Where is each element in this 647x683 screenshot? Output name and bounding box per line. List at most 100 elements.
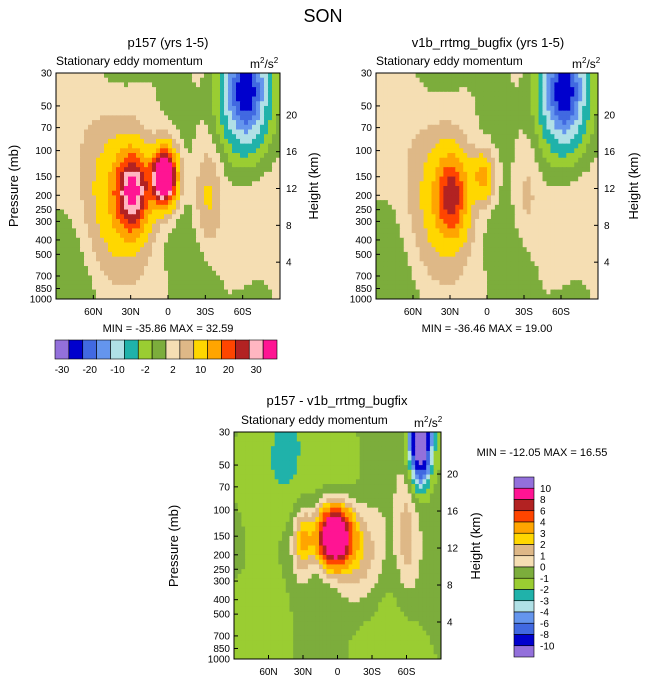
field-cell bbox=[56, 77, 61, 84]
field-cell bbox=[479, 233, 484, 239]
field-cell bbox=[570, 73, 575, 79]
field-cell bbox=[574, 256, 579, 262]
field-cell bbox=[494, 87, 500, 93]
field-cell bbox=[72, 110, 77, 116]
field-cell bbox=[184, 280, 189, 286]
field-cell bbox=[76, 87, 81, 93]
field-cell bbox=[180, 186, 185, 192]
field-cell bbox=[68, 256, 73, 262]
field-cell bbox=[518, 167, 524, 173]
field-cell bbox=[212, 233, 217, 239]
field-cell bbox=[128, 218, 133, 225]
field-cell bbox=[423, 242, 429, 248]
field-cell bbox=[196, 101, 201, 107]
field-cell bbox=[562, 87, 567, 93]
field-cell bbox=[494, 228, 500, 234]
field-cell bbox=[407, 181, 413, 187]
field-cell bbox=[196, 223, 201, 229]
field-cell bbox=[64, 270, 69, 277]
field-cell bbox=[395, 247, 401, 253]
field-cell bbox=[582, 209, 587, 215]
field-cell bbox=[216, 129, 221, 135]
field-cell bbox=[558, 115, 563, 121]
field-cell bbox=[498, 77, 504, 84]
field-cell bbox=[570, 171, 575, 178]
field-cell bbox=[594, 247, 598, 253]
field-cell bbox=[212, 289, 217, 295]
field-cell bbox=[439, 134, 444, 140]
field-cell bbox=[204, 157, 209, 164]
field-cell bbox=[395, 181, 401, 187]
field-cell bbox=[558, 195, 563, 201]
field-cell bbox=[447, 167, 452, 173]
field-cell bbox=[196, 96, 201, 102]
field-cell bbox=[220, 87, 225, 93]
field-cell bbox=[240, 214, 245, 220]
field-cell bbox=[68, 214, 73, 220]
field-cell bbox=[244, 134, 249, 140]
field-cell bbox=[395, 223, 401, 229]
field-cell bbox=[471, 120, 476, 126]
field-cell bbox=[88, 82, 93, 88]
field-cell bbox=[471, 181, 476, 187]
field-cell bbox=[232, 280, 237, 286]
field-cell bbox=[160, 171, 165, 178]
field-cell bbox=[80, 247, 85, 253]
field-cell bbox=[184, 242, 189, 248]
field-cell bbox=[168, 87, 173, 93]
field-cell bbox=[216, 218, 221, 225]
field-cell bbox=[451, 204, 456, 211]
field-cell bbox=[570, 181, 575, 187]
field-cell bbox=[260, 233, 265, 239]
field-cell bbox=[554, 73, 559, 79]
field-cell bbox=[192, 204, 197, 211]
field-cell bbox=[395, 115, 401, 121]
field-cell bbox=[216, 96, 221, 102]
field-cell bbox=[136, 218, 141, 225]
field-cell bbox=[431, 110, 437, 116]
field-cell bbox=[550, 247, 555, 253]
field-cell bbox=[554, 115, 559, 121]
field-cell bbox=[570, 115, 575, 121]
field-cell bbox=[435, 176, 441, 182]
field-cell bbox=[176, 171, 181, 178]
field-cell bbox=[172, 153, 177, 159]
field-cell bbox=[415, 223, 421, 229]
field-cell bbox=[188, 115, 193, 121]
field-cell bbox=[64, 124, 69, 131]
field-cell bbox=[554, 157, 559, 164]
field-cell bbox=[260, 190, 265, 197]
field-cell bbox=[188, 200, 193, 206]
field-cell bbox=[224, 115, 229, 121]
field-cell bbox=[272, 251, 277, 258]
field-cell bbox=[566, 153, 571, 159]
field-cell bbox=[56, 171, 61, 178]
field-cell bbox=[268, 284, 273, 291]
field-cell bbox=[212, 167, 217, 173]
field-cell bbox=[582, 162, 587, 168]
field-cell bbox=[423, 186, 429, 192]
field-cell bbox=[490, 181, 496, 187]
field-cell bbox=[124, 77, 129, 84]
field-cell bbox=[562, 256, 567, 262]
field-cell bbox=[80, 157, 85, 164]
field-cell bbox=[431, 242, 437, 248]
field-cell bbox=[208, 162, 213, 168]
field-cell bbox=[471, 237, 476, 244]
field-cell bbox=[578, 134, 583, 140]
field-cell bbox=[582, 157, 587, 164]
field-cell bbox=[64, 77, 69, 84]
field-cell bbox=[423, 129, 429, 135]
field-cell bbox=[240, 171, 245, 178]
field-cell bbox=[180, 176, 185, 182]
field-cell bbox=[252, 186, 257, 192]
field-cell bbox=[582, 200, 587, 206]
field-cell bbox=[96, 195, 101, 201]
field-cell bbox=[399, 242, 405, 248]
field-cell bbox=[156, 129, 161, 135]
field-cell bbox=[120, 204, 125, 211]
field-cell bbox=[487, 148, 492, 154]
field-cell bbox=[168, 261, 173, 267]
field-cell bbox=[431, 171, 437, 178]
field-cell bbox=[419, 129, 425, 135]
